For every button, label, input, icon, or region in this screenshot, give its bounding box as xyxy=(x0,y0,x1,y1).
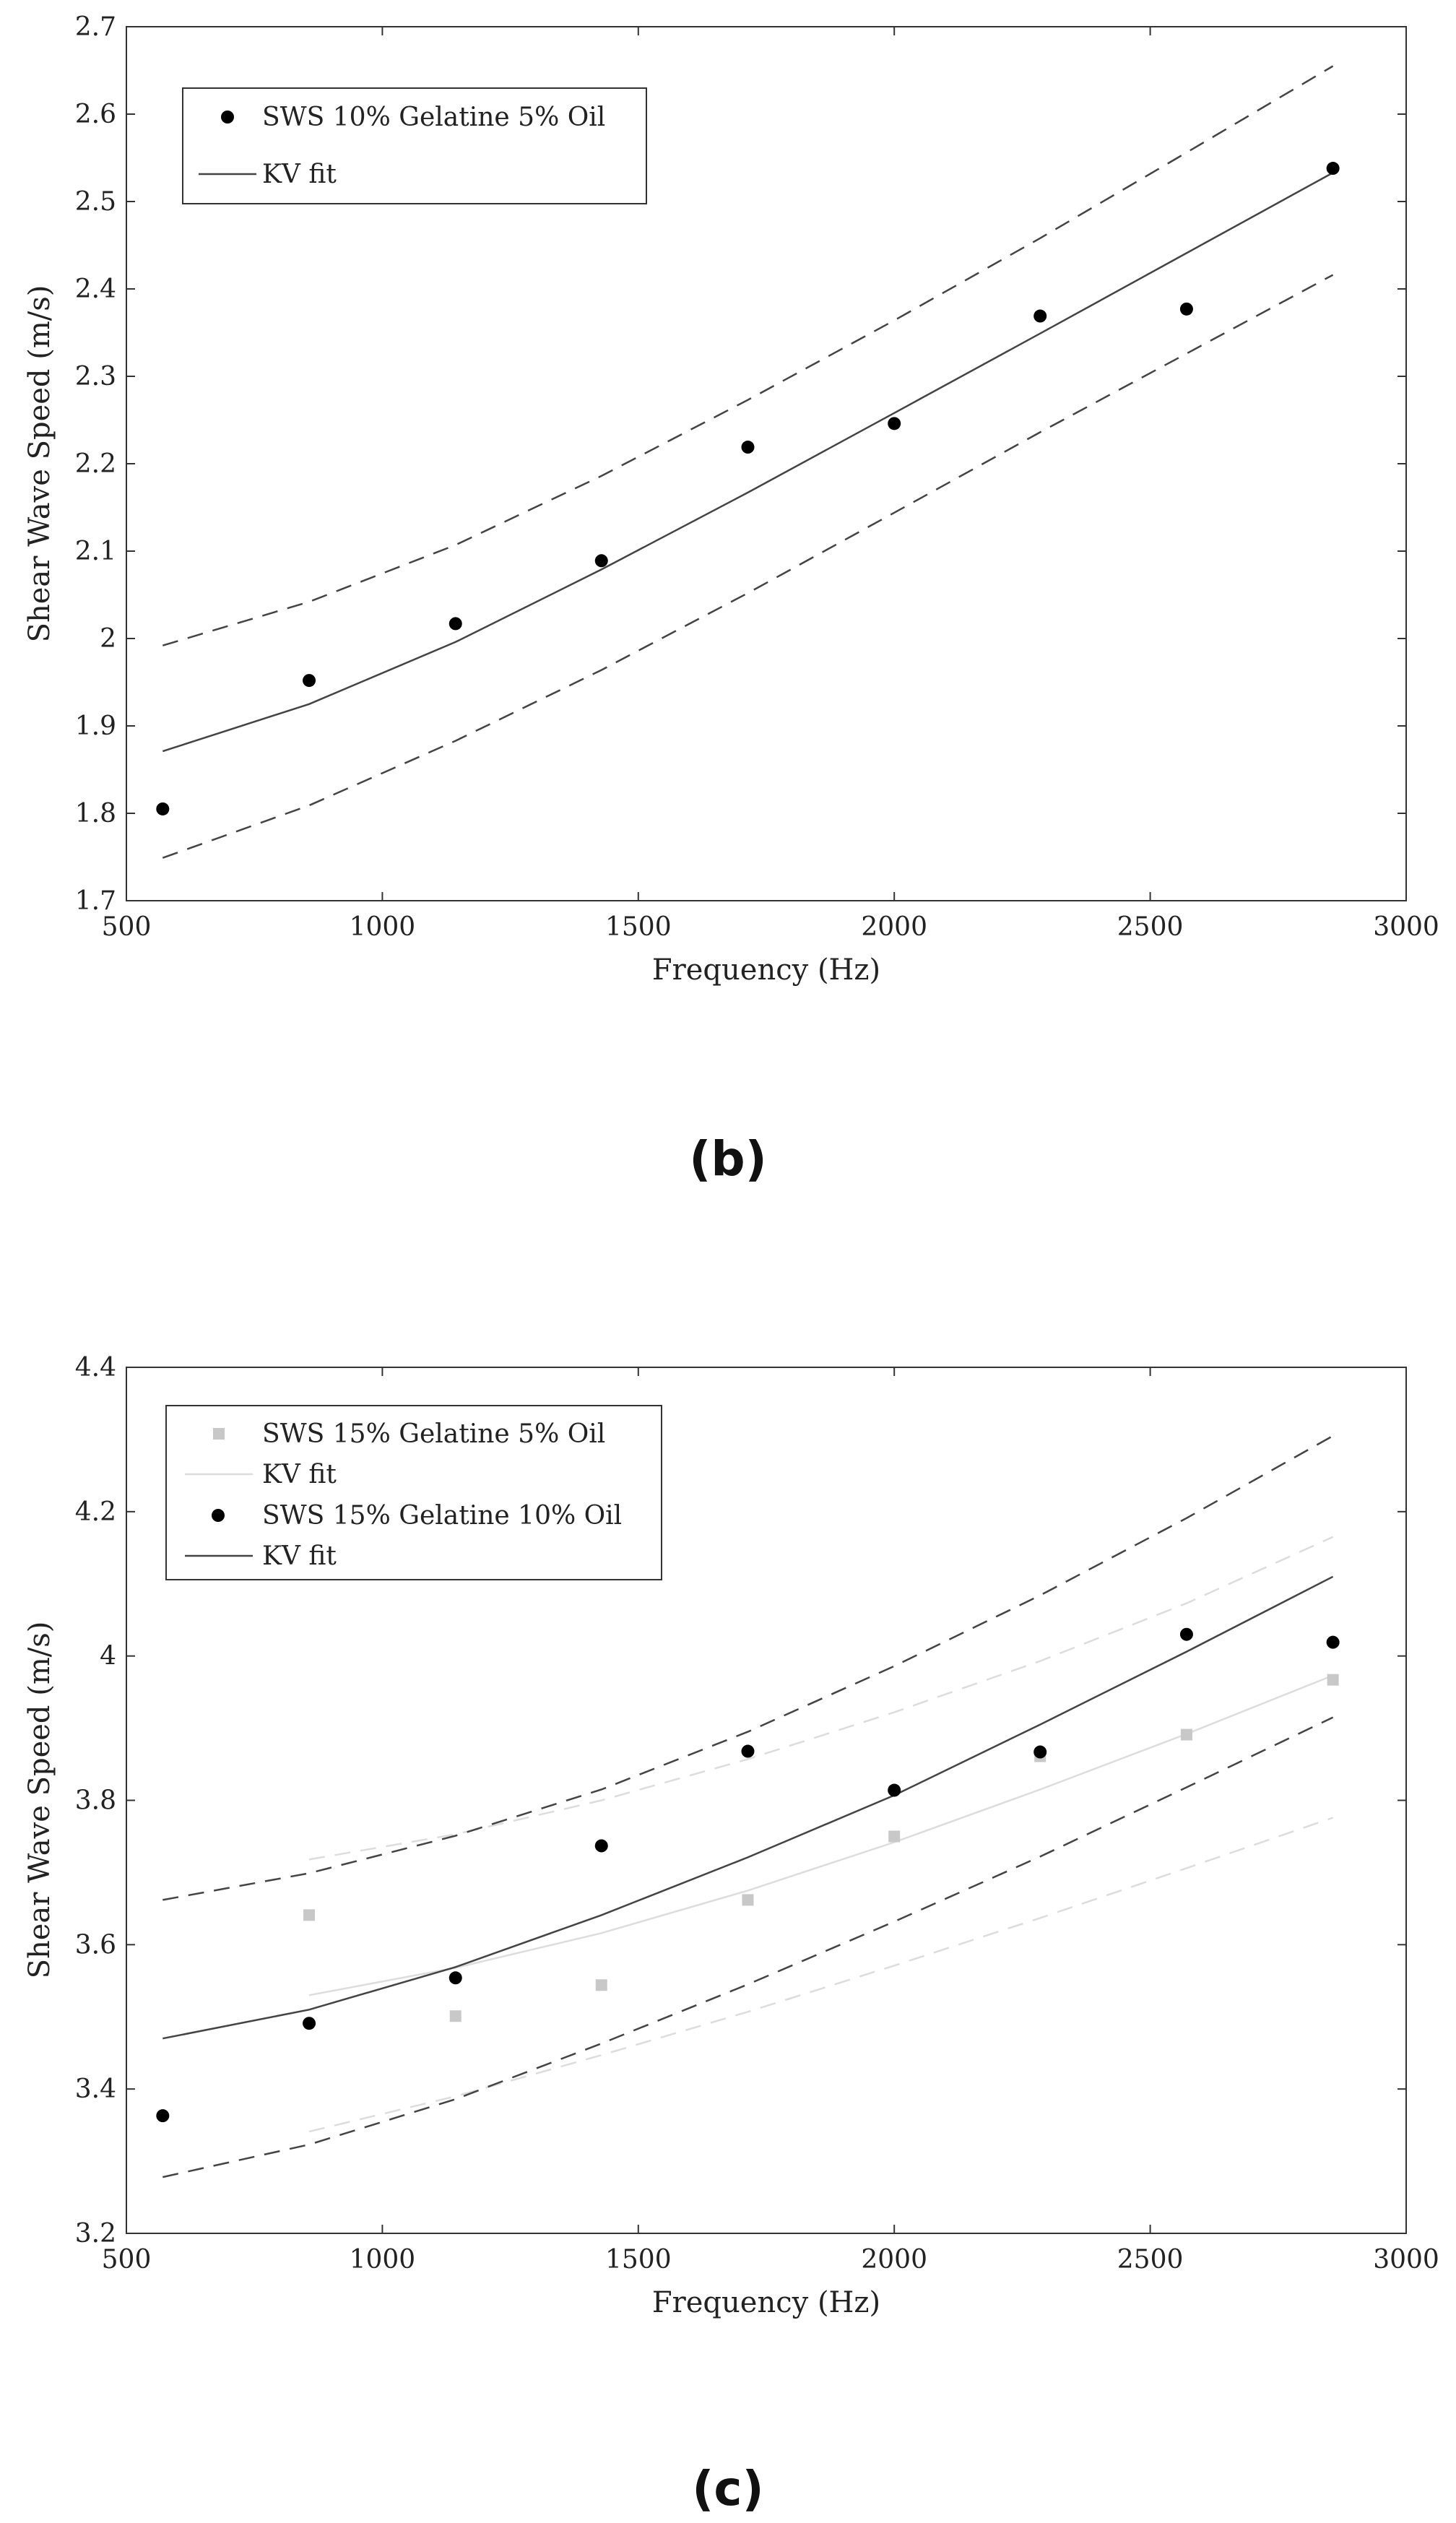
legend-b: SWS 10% Gelatine 5% Oil KV fit xyxy=(182,87,647,204)
y-tick-label: 2.6 xyxy=(75,100,116,129)
x-tick-label: 2500 xyxy=(1117,912,1184,942)
y-tick-label: 4.4 xyxy=(75,1353,116,1382)
y-tick-label: 3.2 xyxy=(75,2219,116,2249)
panel-label-c: (c) xyxy=(692,2461,763,2516)
data-point-sws-10-gelatine-5-oil xyxy=(594,554,608,568)
data-point-sws-15-gelatine-5-oil xyxy=(1180,1728,1192,1741)
confidence-band-line-2 xyxy=(308,1536,1334,1861)
y-ticks-c: 3.2 3.4 3.6 3.8 4 4.2 4.4 xyxy=(75,1353,1406,2249)
x-tick-label: 3000 xyxy=(1373,2245,1439,2275)
confidence-band-line-6 xyxy=(162,1434,1334,1901)
data-point-sws-15-gelatine-5-oil xyxy=(888,1830,901,1843)
data-point-sws-10-gelatine-5-oil xyxy=(448,617,462,631)
y-tick-label: 2.2 xyxy=(75,449,116,479)
x-tick-label: 2000 xyxy=(861,912,927,942)
legend-marker-sws-15-gelatine-10-oil xyxy=(212,1509,225,1522)
chart-c: 500 1000 1500 2000 2500 3000 3.2 3.4 3.6 3.8 4 4.2… xyxy=(23,1353,1439,2516)
series-group-b xyxy=(156,65,1340,859)
data-point-sws-15-gelatine-10-oil xyxy=(1326,1635,1340,1649)
data-point-sws-15-gelatine-10-oil xyxy=(448,1971,462,1985)
data-point-sws-15-gelatine-10-oil xyxy=(888,1783,901,1797)
y-tick-label: 2.1 xyxy=(75,537,116,566)
chart-b: 500 1000 1500 2000 2500 3000 1.7 1.8 1.9 2 2.1 2.2… xyxy=(23,12,1439,1187)
y-tick-label: 4.2 xyxy=(75,1497,116,1527)
x-tick-label: 3000 xyxy=(1373,912,1439,942)
data-point-sws-15-gelatine-10-oil xyxy=(594,1839,608,1853)
data-point-sws-10-gelatine-5-oil xyxy=(1326,162,1340,176)
data-point-sws-15-gelatine-5-oil xyxy=(595,1979,607,1991)
data-point-sws-15-gelatine-5-oil xyxy=(742,1894,754,1906)
data-point-sws-10-gelatine-5-oil xyxy=(156,802,170,815)
legend-c: SWS 15% Gelatine 5% Oil KV fit SWS 15% G… xyxy=(165,1405,662,1580)
series-group-c xyxy=(156,1434,1340,2178)
x-tick-label: 2000 xyxy=(861,2245,927,2275)
fit-line-kv-fit-1 xyxy=(162,172,1334,753)
data-point-sws-10-gelatine-5-oil xyxy=(303,674,316,688)
x-tick-label: 1000 xyxy=(350,2245,416,2275)
y-tick-label: 3.8 xyxy=(75,1786,116,1816)
x-tick-label: 1000 xyxy=(350,912,416,942)
data-point-sws-10-gelatine-5-oil xyxy=(1179,302,1193,316)
y-tick-label: 3.6 xyxy=(75,1930,116,1960)
x-ticks-b: 500 1000 1500 2000 2500 3000 xyxy=(102,27,1439,942)
data-point-sws-15-gelatine-10-oil xyxy=(1034,1745,1047,1759)
confidence-band-line-2 xyxy=(162,65,1334,646)
legend-label-sws-15-gelatine-5-oil: SWS 15% Gelatine 5% Oil xyxy=(262,1419,605,1449)
y-axis-label-b: Shear Wave Speed (m/s) xyxy=(23,285,56,643)
x-ticks-c: 500 1000 1500 2000 2500 3000 xyxy=(102,1367,1439,2275)
legend-label-sws-10-gelatine-5-oil: SWS 10% Gelatine 5% Oil xyxy=(262,103,605,132)
legend-marker-sws-10-gelatine-5-oil xyxy=(221,111,234,124)
y-tick-label: 1.7 xyxy=(75,886,116,916)
panel-label-b: (b) xyxy=(689,1131,767,1187)
confidence-band-line-7 xyxy=(162,1716,1334,2178)
y-tick-label: 2.3 xyxy=(75,362,116,391)
y-tick-label: 2.7 xyxy=(75,12,116,42)
x-tick-label: 2500 xyxy=(1117,2245,1184,2275)
legend-marker-sws-15-gelatine-5-oil xyxy=(213,1428,225,1440)
y-tick-label: 2.5 xyxy=(75,187,116,217)
data-point-sws-15-gelatine-10-oil xyxy=(741,1744,755,1758)
x-axis-label-b: Frequency (Hz) xyxy=(652,953,880,987)
x-tick-label: 500 xyxy=(102,912,152,942)
data-point-sws-15-gelatine-5-oil xyxy=(303,1909,316,1921)
y-tick-label: 1.9 xyxy=(75,711,116,741)
y-ticks-b: 1.7 1.8 1.9 2 2.1 2.2 2.3 2.4 2.5 2.6 2.7 xyxy=(75,12,1406,916)
legend-label-kv-fit-light: KV fit xyxy=(262,1460,337,1489)
x-tick-label: 1500 xyxy=(605,2245,672,2275)
x-tick-label: 500 xyxy=(102,2245,152,2275)
y-tick-label: 2.4 xyxy=(75,274,116,304)
fit-line-kv-fit-1 xyxy=(308,1674,1334,1996)
x-axis-label-c: Frequency (Hz) xyxy=(652,2286,880,2319)
confidence-band-line-3 xyxy=(308,1817,1334,2133)
legend-box-b xyxy=(182,87,647,204)
data-point-sws-15-gelatine-10-oil xyxy=(303,2017,316,2030)
data-point-sws-15-gelatine-10-oil xyxy=(1179,1627,1193,1641)
y-tick-label: 3.4 xyxy=(75,2074,116,2104)
legend-label-kv-fit-b: KV fit xyxy=(262,160,337,189)
data-point-sws-15-gelatine-5-oil xyxy=(1327,1674,1339,1686)
y-tick-label: 2 xyxy=(100,624,116,654)
legend-label-kv-fit-dark: KV fit xyxy=(262,1541,337,1571)
data-point-sws-15-gelatine-10-oil xyxy=(156,2109,170,2123)
legend-label-sws-15-gelatine-10-oil: SWS 15% Gelatine 10% Oil xyxy=(262,1501,622,1531)
data-point-sws-10-gelatine-5-oil xyxy=(1034,309,1047,323)
data-point-sws-15-gelatine-5-oil xyxy=(449,2010,462,2022)
data-point-sws-10-gelatine-5-oil xyxy=(741,441,755,454)
legend-box-c xyxy=(165,1405,662,1580)
y-tick-label: 1.8 xyxy=(75,799,116,828)
y-axis-label-c: Shear Wave Speed (m/s) xyxy=(23,1622,56,1979)
y-tick-label: 4 xyxy=(100,1642,116,1671)
data-point-sws-10-gelatine-5-oil xyxy=(888,417,901,430)
x-tick-label: 1500 xyxy=(605,912,672,942)
confidence-band-line-3 xyxy=(162,274,1334,859)
fit-line-kv-fit-5 xyxy=(162,1575,1334,2040)
